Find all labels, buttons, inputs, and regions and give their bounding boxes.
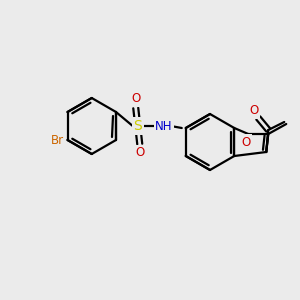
Text: O: O: [131, 92, 140, 106]
Text: Br: Br: [50, 134, 64, 146]
Text: O: O: [242, 136, 251, 148]
Text: O: O: [250, 104, 259, 118]
Text: NH: NH: [155, 119, 172, 133]
Text: S: S: [134, 119, 142, 133]
Text: O: O: [135, 146, 144, 160]
